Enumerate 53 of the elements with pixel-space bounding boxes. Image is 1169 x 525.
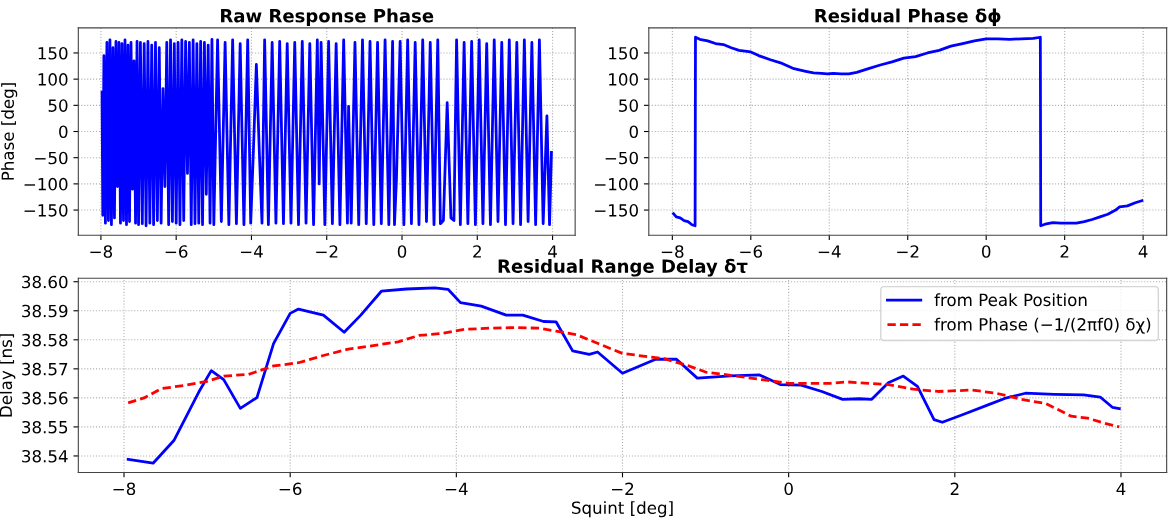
chart-title: Residual Range Delay δτ [498, 258, 748, 277]
x-tick-label: −4 [445, 482, 468, 495]
x-tick-label: −2 [316, 245, 338, 258]
y-tick-label: −100 [24, 177, 68, 191]
line-series [100, 37, 553, 228]
y-tick-label: 38.55 [22, 420, 68, 434]
y-tick-label: −150 [595, 204, 638, 217]
y-tick-label: 38.56 [22, 391, 68, 405]
x-tick-label: −4 [818, 245, 841, 258]
x-tick-label: 4 [1116, 482, 1126, 495]
y-axis-title: Phase [deg] [1, 83, 18, 180]
x-tick-label: −6 [279, 482, 302, 496]
y-tick-label: 50 [619, 99, 638, 112]
x-tick-label: 0 [397, 245, 407, 258]
x-tick-label: −6 [165, 245, 188, 258]
x-tick-label: 2 [950, 482, 959, 495]
x-tick-label: 2 [1060, 245, 1069, 258]
x-axis-title: Squint [deg] [572, 501, 673, 518]
y-tick-label: 150 [38, 46, 68, 60]
legend-label: from Peak Position [934, 293, 1087, 307]
y-tick-label: −150 [24, 204, 68, 217]
y-axis-title: Delay [ns] [0, 334, 16, 417]
x-tick-label: −2 [897, 245, 919, 258]
chart-title: Residual Phase δϕ [815, 8, 1001, 27]
x-tick-label: 2 [473, 245, 481, 258]
chart-title: Raw Response Phase [221, 8, 434, 27]
y-tick-label: 0 [59, 125, 68, 139]
y-tick-label: 38.60 [22, 275, 68, 289]
line-series [126, 286, 1121, 465]
y-tick-label: 0 [629, 125, 638, 139]
y-tick-label: 38.54 [22, 449, 68, 463]
legend-label: from Phase (−1/(2πf0) δχ) [934, 317, 1151, 334]
y-tick-label: −50 [605, 151, 638, 165]
x-tick-label: 0 [981, 245, 991, 258]
y-tick-label: 100 [609, 73, 638, 86]
x-tick-label: −6 [740, 245, 763, 258]
x-tick-label: 4 [548, 245, 557, 258]
x-tick-label: −8 [661, 245, 684, 258]
line-series [672, 35, 1144, 228]
x-tick-label: −4 [240, 245, 263, 258]
x-tick-label: 4 [1138, 245, 1148, 258]
x-tick-label: 0 [784, 482, 793, 496]
y-tick-label: 38.59 [22, 304, 68, 318]
x-tick-label: −8 [113, 482, 136, 496]
y-tick-label: 38.57 [22, 362, 68, 376]
y-tick-label: −100 [595, 177, 638, 191]
y-tick-label: 100 [38, 73, 68, 86]
x-tick-label: −8 [90, 245, 113, 258]
y-tick-label: −50 [35, 151, 68, 165]
y-tick-label: 38.58 [22, 333, 68, 347]
y-tick-label: 50 [48, 99, 68, 112]
y-tick-label: 150 [609, 46, 638, 60]
x-tick-label: −2 [611, 482, 634, 495]
